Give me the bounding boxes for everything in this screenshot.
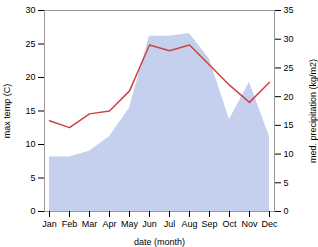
svg-text:Oct: Oct [222,219,237,229]
svg-text:med. precipitation (kg/m2): med. precipitation (kg/m2) [308,59,318,163]
svg-text:date (month): date (month) [134,237,185,247]
svg-text:0: 0 [30,206,35,216]
svg-text:Jan: Jan [42,219,57,229]
svg-text:Apr: Apr [102,219,116,229]
svg-text:Aug: Aug [181,219,197,229]
svg-text:10: 10 [25,139,35,149]
svg-text:May: May [121,219,139,229]
svg-text:max temp (C): max temp (C) [2,84,12,139]
svg-text:15: 15 [25,106,35,116]
svg-text:25: 25 [284,63,294,73]
svg-text:0: 0 [284,206,289,216]
svg-text:Jun: Jun [142,219,157,229]
svg-text:30: 30 [25,5,35,15]
svg-text:25: 25 [25,39,35,49]
svg-text:5: 5 [30,173,35,183]
svg-text:Sep: Sep [201,219,217,229]
svg-text:35: 35 [284,5,294,15]
svg-text:5: 5 [284,178,289,188]
svg-text:Nov: Nov [241,219,258,229]
svg-text:Mar: Mar [82,219,98,229]
svg-text:Feb: Feb [62,219,78,229]
svg-text:15: 15 [284,120,294,130]
svg-text:Jul: Jul [164,219,176,229]
svg-text:20: 20 [284,92,294,102]
svg-text:20: 20 [25,72,35,82]
svg-text:Dec: Dec [261,219,278,229]
svg-text:30: 30 [284,34,294,44]
svg-text:10: 10 [284,149,294,159]
